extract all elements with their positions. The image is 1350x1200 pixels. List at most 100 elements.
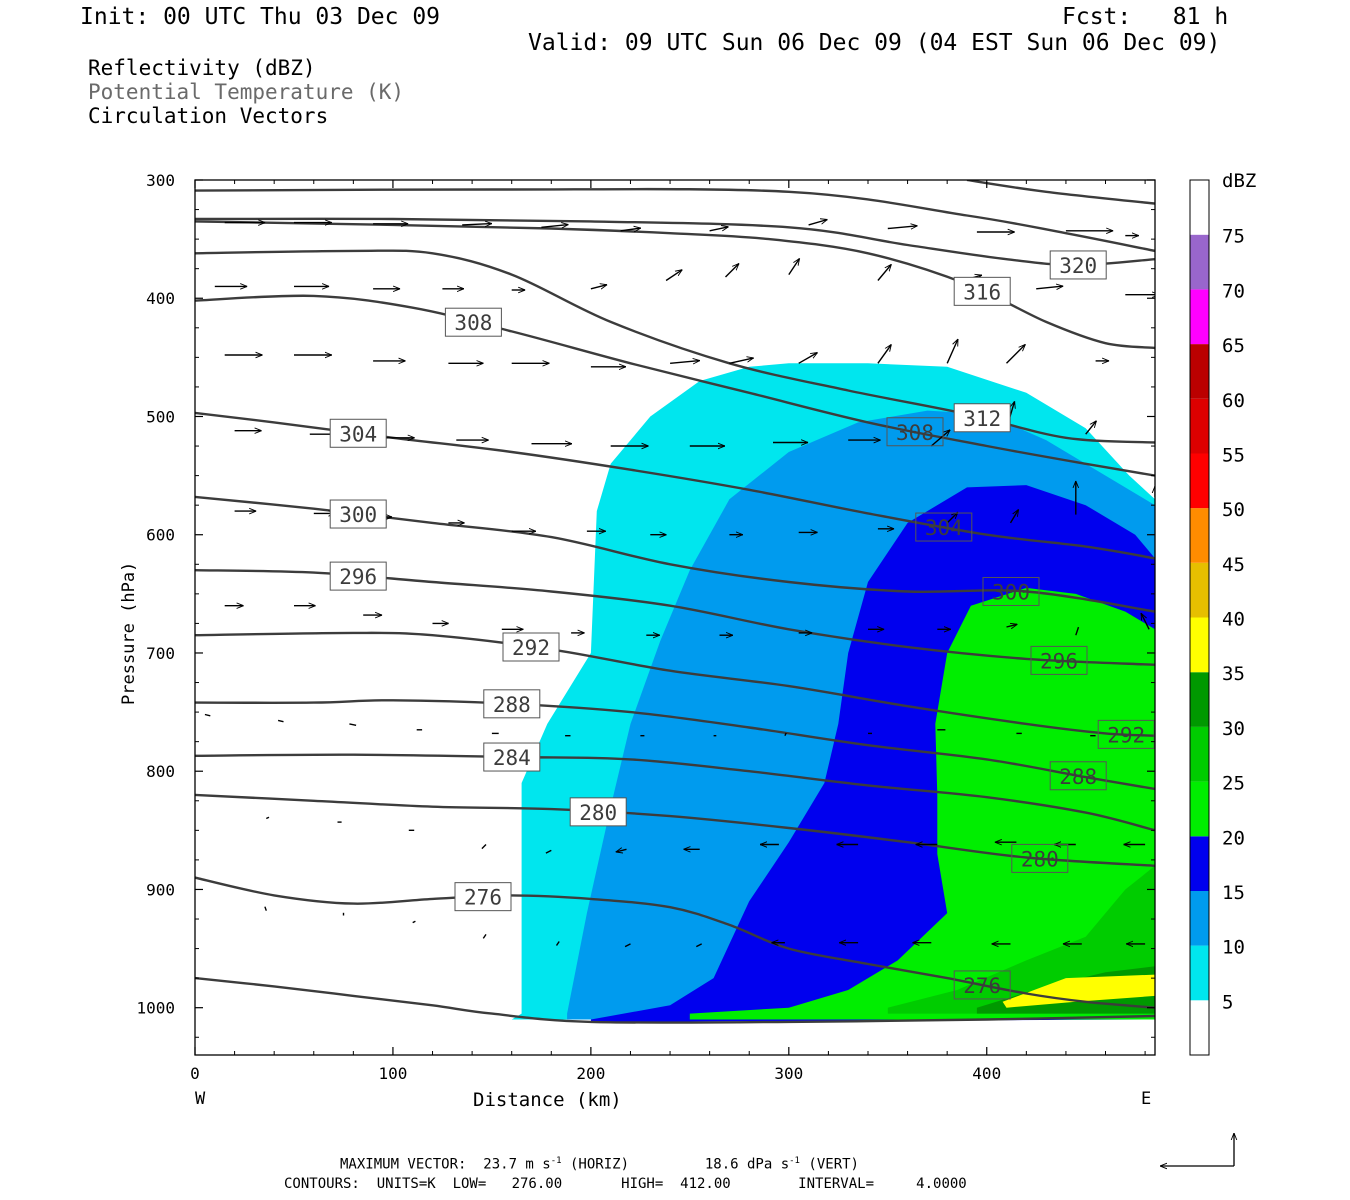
circulation-vector (709, 227, 729, 232)
contours-note: CONTOURS: UNITS=K LOW= 276.00 HIGH= 412.… (284, 1176, 967, 1192)
svg-text:320: 320 (1059, 254, 1097, 278)
svg-text:292: 292 (512, 636, 550, 660)
circulation-vector (265, 816, 270, 820)
svg-text:276: 276 (963, 974, 1001, 998)
svg-text:276: 276 (464, 886, 502, 910)
colorbar-tick-label: 65 (1222, 335, 1245, 357)
svg-text:296: 296 (1040, 649, 1078, 673)
circulation-vector (670, 361, 700, 364)
colorbar-bin (1190, 180, 1209, 235)
circulation-vector (877, 264, 892, 281)
colorbar-tick-label: 75 (1222, 226, 1245, 248)
circulation-vector (877, 344, 892, 364)
theta-label-288-1: 288 (1049, 761, 1107, 791)
theta-label-288-0: 288 (483, 689, 541, 719)
circulation-vector (1075, 626, 1080, 636)
colorbar-bin (1190, 508, 1209, 563)
theta-contour-280 (195, 793, 1155, 867)
x-tick-label: 100 (378, 1064, 407, 1083)
theta-contour-328 (966, 180, 1155, 205)
circulation-vector (204, 713, 211, 717)
colorbar-bin (1190, 289, 1209, 345)
circulation-vector (725, 264, 740, 278)
svg-text:308: 308 (896, 421, 934, 445)
colorbar-bin (1190, 890, 1209, 946)
colorbar-tick-label: 10 (1222, 937, 1245, 959)
circulation-vector (1036, 286, 1063, 289)
colorbar-tick-label: 50 (1222, 499, 1245, 521)
colorbar-bin (1190, 453, 1209, 509)
init-time-label: Init: 00 UTC Thu 03 Dec 09 (80, 4, 441, 30)
circulation-vector (590, 285, 607, 289)
circulation-vector (541, 225, 568, 228)
circulation-vector (784, 732, 787, 737)
colorbar-bin (1190, 726, 1209, 782)
circulation-vector (946, 339, 959, 364)
colorbar-bin (1190, 234, 1209, 290)
theta-contour-276 (195, 876, 1155, 1009)
vector-layer (204, 220, 1155, 948)
colorbar-bin (1190, 672, 1209, 727)
circulation-vector (277, 719, 284, 723)
theta-contour-316 (195, 220, 1155, 350)
colorbar-title: dBZ (1222, 170, 1256, 192)
theta-label-280-0: 280 (569, 797, 627, 827)
theta-contour-308 (195, 294, 1155, 477)
colorbar-tick-label: 40 (1222, 609, 1245, 631)
circulation-vector (462, 224, 492, 225)
circulation-vector (788, 258, 800, 275)
axes-layer: 300 400 500 600 700 800 900 1000 0 100 200 300 400 (136, 171, 1155, 1083)
y-tick-label: 700 (146, 644, 175, 663)
plot-frame (194, 179, 1156, 1056)
colorbar-tick-label: 20 (1222, 827, 1245, 849)
circulation-vector (729, 358, 753, 364)
field-label-theta: Potential Temperature (K) (88, 80, 405, 104)
circulation-vector (808, 220, 828, 226)
colorbar-tick-label: 15 (1222, 882, 1245, 904)
circulation-vector (930, 430, 950, 447)
circulation-vector (412, 920, 416, 924)
theta-contour-288 (195, 699, 1155, 791)
x-tick-label: 300 (774, 1064, 803, 1083)
circulation-vector (665, 270, 682, 282)
circulation-vector (620, 228, 641, 231)
circulation-vector (887, 226, 918, 229)
colorbar-bin (1190, 945, 1209, 1001)
theta-label-300-0: 300 (329, 499, 387, 529)
reflectivity-region-35dbz (1002, 974, 1155, 1008)
theta-label-304-0: 304 (329, 418, 387, 448)
svg-text:296: 296 (339, 565, 377, 589)
circulation-vector (264, 906, 267, 911)
forecast-hour-label: Fcst: 81 h (1062, 4, 1229, 30)
circulation-vector (1085, 421, 1097, 435)
colorbar-tick-label: 35 (1222, 663, 1245, 685)
x-tick-label: 400 (972, 1064, 1001, 1083)
colorbar-tick-label: 5 (1222, 991, 1233, 1013)
y-tick-label: 1000 (136, 999, 175, 1018)
theta-contour-layer (195, 180, 1155, 1024)
svg-text:316: 316 (963, 280, 1001, 304)
theta-label-292-1: 292 (1097, 719, 1155, 749)
theta-label-284-0: 284 (483, 742, 541, 772)
y-tick-label: 600 (146, 526, 175, 545)
theta-contour-272 (195, 976, 1155, 1024)
circulation-vector (946, 512, 958, 524)
reference-vector-icon (1160, 1133, 1234, 1166)
colorbar-tick-label: 45 (1222, 554, 1245, 576)
reflectivity-region-20dbz (689, 587, 1155, 1020)
svg-text:300: 300 (339, 503, 377, 527)
x-axis-label: Distance (km) (473, 1089, 622, 1111)
theta-contour-320 (195, 217, 1155, 267)
circulation-vector (1006, 624, 1018, 627)
x-tick-label: 0 (190, 1064, 200, 1083)
y-tick-label: 900 (146, 880, 175, 899)
colorbar-bin (1190, 836, 1209, 891)
circulation-vector (1006, 344, 1026, 364)
circulation-vector (695, 943, 703, 948)
svg-text:284: 284 (493, 746, 531, 770)
circulation-vector (624, 943, 631, 948)
field-label-reflectivity: Reflectivity (dBZ) (88, 56, 316, 80)
svg-text:292: 292 (1107, 723, 1145, 747)
colorbar-bin (1190, 398, 1209, 454)
